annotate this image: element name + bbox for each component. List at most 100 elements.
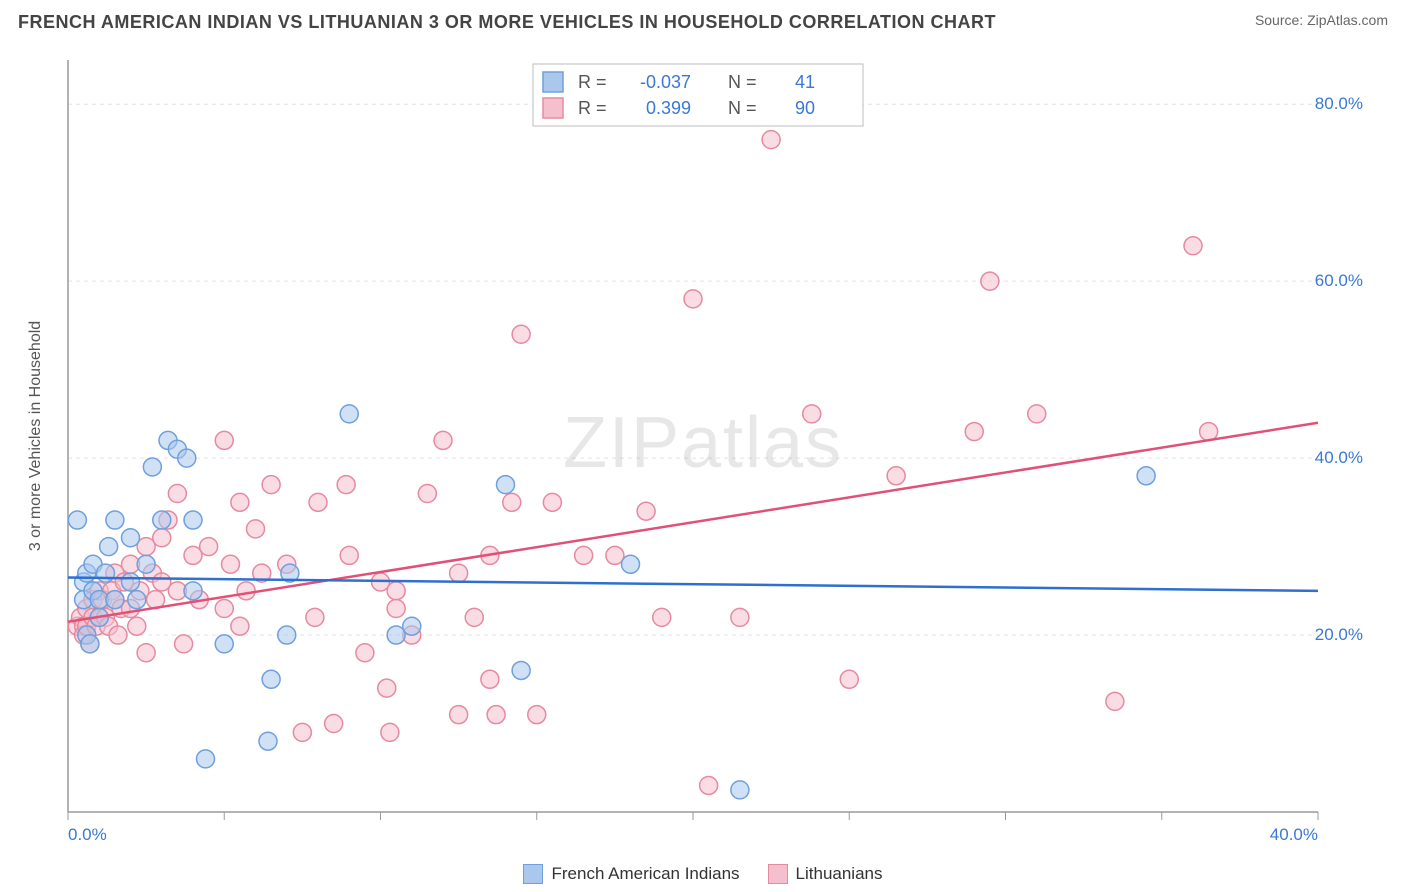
data-point: [434, 431, 452, 449]
legend-swatch-b: [768, 864, 788, 884]
data-point: [387, 582, 405, 600]
top-legend-n-label: N =: [728, 72, 757, 92]
data-point: [450, 564, 468, 582]
scatter-chart-svg: 20.0% 40.0% 60.0% 80.0% 0.0% 40.0% 3 or more V…: [18, 50, 1388, 852]
data-point: [237, 582, 255, 600]
data-point: [200, 538, 218, 556]
data-point: [965, 423, 983, 441]
top-legend-r-label: R =: [578, 98, 607, 118]
data-point: [128, 591, 146, 609]
data-point: [622, 555, 640, 573]
data-point: [81, 635, 99, 653]
data-point: [340, 405, 358, 423]
data-point: [387, 600, 405, 618]
data-point: [137, 644, 155, 662]
x-tick-label: 0.0%: [68, 825, 107, 844]
data-point: [122, 529, 140, 547]
data-point: [97, 564, 115, 582]
data-point: [575, 546, 593, 564]
data-point: [143, 458, 161, 476]
data-point: [175, 635, 193, 653]
data-point: [481, 670, 499, 688]
data-point: [503, 493, 521, 511]
data-point: [1184, 237, 1202, 255]
source-attribution: Source: ZipAtlas.com: [1255, 12, 1388, 28]
data-point: [122, 573, 140, 591]
data-point: [215, 635, 233, 653]
y-axis-label: 3 or more Vehicles in Household: [27, 321, 44, 551]
bottom-legend: French American Indians Lithuanians: [0, 864, 1406, 884]
data-point: [487, 706, 505, 724]
chart-area: 20.0% 40.0% 60.0% 80.0% 0.0% 40.0% 3 or more V…: [18, 50, 1388, 852]
data-point: [418, 485, 436, 503]
data-point: [840, 670, 858, 688]
x-tick-label: 40.0%: [1270, 825, 1318, 844]
data-point: [153, 511, 171, 529]
data-point: [1106, 692, 1124, 710]
data-point: [215, 431, 233, 449]
data-point: [637, 502, 655, 520]
data-point: [762, 131, 780, 149]
data-point: [168, 485, 186, 503]
source-link[interactable]: ZipAtlas.com: [1307, 12, 1388, 28]
data-point: [512, 325, 530, 343]
top-legend-r-value: 0.399: [646, 98, 691, 118]
legend-label-b: Lithuanians: [796, 864, 883, 884]
data-point: [381, 723, 399, 741]
chart-title: FRENCH AMERICAN INDIAN VS LITHUANIAN 3 O…: [18, 12, 996, 33]
data-point: [231, 617, 249, 635]
data-point: [731, 608, 749, 626]
data-point: [528, 706, 546, 724]
data-point: [128, 617, 146, 635]
data-point: [309, 493, 327, 511]
data-point: [106, 511, 124, 529]
data-point: [184, 511, 202, 529]
data-point: [403, 617, 421, 635]
data-point: [356, 644, 374, 662]
top-legend-n-label: N =: [728, 98, 757, 118]
data-point: [378, 679, 396, 697]
data-point: [137, 555, 155, 573]
data-point: [512, 661, 530, 679]
data-point: [325, 715, 343, 733]
data-point: [222, 555, 240, 573]
top-legend-r-label: R =: [578, 72, 607, 92]
data-point: [337, 476, 355, 494]
y-tick-label: 40.0%: [1315, 448, 1363, 467]
y-tick-label: 80.0%: [1315, 94, 1363, 113]
legend-item-b: Lithuanians: [768, 864, 883, 884]
legend-swatch-a: [523, 864, 543, 884]
data-point: [465, 608, 483, 626]
data-point: [731, 781, 749, 799]
y-tick-label: 20.0%: [1315, 625, 1363, 644]
data-point: [262, 670, 280, 688]
data-point: [197, 750, 215, 768]
data-point: [293, 723, 311, 741]
data-point: [1200, 423, 1218, 441]
data-point: [247, 520, 265, 538]
data-point: [100, 538, 118, 556]
top-legend-swatch: [543, 72, 563, 92]
data-point: [340, 546, 358, 564]
data-point: [178, 449, 196, 467]
data-point: [497, 476, 515, 494]
data-point: [543, 493, 561, 511]
data-point: [306, 608, 324, 626]
y-tick-label: 60.0%: [1315, 271, 1363, 290]
data-point: [259, 732, 277, 750]
top-legend-n-value: 90: [795, 98, 815, 118]
data-point: [215, 600, 233, 618]
data-point: [262, 476, 280, 494]
data-point: [653, 608, 671, 626]
data-point: [184, 582, 202, 600]
data-point: [803, 405, 821, 423]
data-point: [1137, 467, 1155, 485]
data-point: [1028, 405, 1046, 423]
data-point: [981, 272, 999, 290]
data-point: [700, 776, 718, 794]
data-point: [450, 706, 468, 724]
data-point: [887, 467, 905, 485]
data-point: [684, 290, 702, 308]
legend-item-a: French American Indians: [523, 864, 739, 884]
data-point: [109, 626, 127, 644]
